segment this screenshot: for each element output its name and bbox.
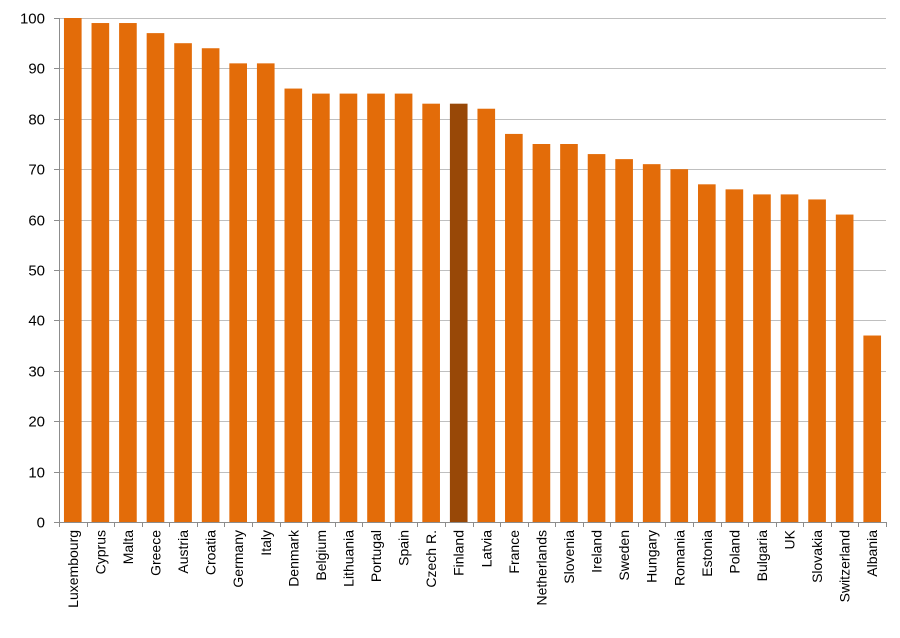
x-category-label: Greece bbox=[147, 530, 163, 576]
bar-belgium bbox=[312, 93, 330, 522]
x-category-label: Portugal bbox=[368, 530, 384, 582]
x-category-label: Slovenia bbox=[561, 530, 577, 584]
y-tick-label: 90 bbox=[28, 61, 45, 78]
bar-spain bbox=[394, 93, 413, 522]
x-category-label: Romania bbox=[671, 530, 687, 586]
bar-austria bbox=[174, 43, 192, 522]
bar-netherlands bbox=[532, 144, 551, 522]
bar-luxembourg bbox=[63, 18, 82, 522]
x-axis-category-labels: Luxembourg Cyprus Malta Greece Austria Croati… bbox=[65, 529, 880, 608]
x-category-label: Croatia bbox=[203, 530, 219, 575]
x-category-label: Czech R. bbox=[423, 530, 439, 588]
x-category-label: Cyprus bbox=[92, 530, 108, 574]
bar-latvia bbox=[477, 108, 496, 522]
y-tick-label: 80 bbox=[28, 112, 45, 129]
bar-ireland bbox=[587, 154, 606, 522]
bar-poland bbox=[725, 189, 744, 523]
x-category-label: Hungary bbox=[644, 530, 660, 583]
bar-germany bbox=[229, 63, 247, 523]
y-tick-label: 100 bbox=[20, 11, 45, 28]
bar-croatia bbox=[201, 48, 220, 523]
bar-malta bbox=[119, 23, 137, 522]
x-category-label: Luxembourg bbox=[65, 530, 81, 608]
x-category-label: Albania bbox=[864, 530, 880, 577]
x-category-label: Bulgaria bbox=[754, 530, 770, 582]
x-category-label: Sweden bbox=[616, 530, 632, 581]
bar-denmark bbox=[284, 88, 303, 522]
bar-finland bbox=[449, 103, 468, 523]
y-axis-tick-labels: 0 10 20 30 40 50 60 70 80 90 100 bbox=[20, 11, 45, 532]
x-category-label: Lithuania bbox=[340, 530, 356, 587]
bar-czech-r bbox=[422, 103, 440, 523]
bar-greece bbox=[146, 33, 165, 523]
x-category-label: Austria bbox=[175, 530, 191, 574]
x-category-label: UK bbox=[782, 529, 798, 549]
bar-cyprus bbox=[91, 23, 110, 522]
bar-portugal bbox=[367, 93, 385, 522]
x-category-label: Estonia bbox=[699, 530, 715, 577]
bars bbox=[63, 18, 882, 523]
x-category-label: Netherlands bbox=[533, 530, 549, 606]
x-category-label: Malta bbox=[120, 530, 136, 564]
y-tick-label: 50 bbox=[28, 263, 45, 280]
x-category-label: Belgium bbox=[313, 530, 329, 581]
y-tick-label: 20 bbox=[28, 414, 45, 431]
bar-slovakia bbox=[808, 199, 826, 522]
bar-albania bbox=[863, 335, 882, 522]
x-category-label: Ireland bbox=[589, 530, 605, 573]
bar-france bbox=[505, 133, 523, 523]
bar-slovenia bbox=[560, 144, 578, 522]
bar-bulgaria bbox=[753, 194, 771, 522]
bar-lithuania bbox=[339, 93, 358, 522]
axes bbox=[54, 18, 887, 527]
bar-switzerland bbox=[835, 214, 854, 522]
x-category-label: Switzerland bbox=[837, 530, 853, 602]
x-category-label: France bbox=[506, 530, 522, 574]
x-category-label: Poland bbox=[726, 530, 742, 574]
bar-estonia bbox=[698, 184, 716, 522]
bar-sweden bbox=[615, 159, 633, 522]
y-tick-label: 40 bbox=[28, 313, 45, 330]
gridlines bbox=[59, 18, 886, 473]
x-category-label: Slovakia bbox=[809, 530, 825, 583]
x-category-label: Latvia bbox=[478, 530, 494, 568]
bar-uk bbox=[780, 194, 799, 522]
bar-hungary bbox=[642, 164, 661, 522]
x-category-label: Finland bbox=[451, 530, 467, 576]
x-category-label: Spain bbox=[396, 530, 412, 566]
bar-italy bbox=[256, 63, 275, 523]
y-tick-label: 0 bbox=[37, 515, 45, 532]
x-category-label: Denmark bbox=[285, 529, 301, 587]
y-tick-label: 10 bbox=[28, 465, 45, 482]
x-category-label: Germany bbox=[230, 530, 246, 588]
bar-romania bbox=[670, 169, 689, 522]
y-tick-label: 30 bbox=[28, 364, 45, 381]
y-tick-label: 60 bbox=[28, 213, 45, 230]
y-tick-label: 70 bbox=[28, 162, 45, 179]
x-category-label: Italy bbox=[258, 530, 274, 556]
